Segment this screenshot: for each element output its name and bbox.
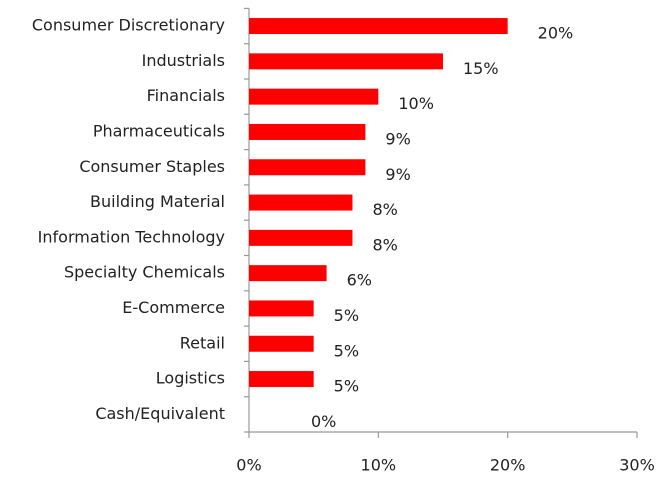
data-label: 5% xyxy=(334,377,359,396)
bar xyxy=(249,159,366,176)
bar xyxy=(249,194,353,211)
bar xyxy=(249,18,508,35)
data-label: 0% xyxy=(311,412,336,431)
y-tick-label: Information Technology xyxy=(38,227,225,246)
data-label: 8% xyxy=(372,235,397,254)
data-label: 15% xyxy=(463,59,499,78)
data-label: 10% xyxy=(398,94,434,113)
data-label: 20% xyxy=(538,24,574,43)
bar xyxy=(249,88,379,105)
y-tick-label: Consumer Staples xyxy=(79,157,225,176)
y-tick-label: Consumer Discretionary xyxy=(32,16,225,35)
data-label: 5% xyxy=(334,306,359,325)
y-tick-label: Logistics xyxy=(156,369,225,388)
data-label: 5% xyxy=(334,341,359,360)
data-label: 6% xyxy=(347,271,372,290)
bar xyxy=(249,335,314,352)
bar xyxy=(249,53,443,70)
data-label: 8% xyxy=(372,200,397,219)
bar xyxy=(249,265,327,282)
bar xyxy=(249,371,314,388)
y-tick-label: Financials xyxy=(147,86,225,105)
x-tick-label: 20% xyxy=(490,456,526,475)
bar xyxy=(249,229,353,246)
y-tick-label: Retail xyxy=(180,333,225,352)
y-tick-label: Cash/Equivalent xyxy=(95,404,225,423)
bar xyxy=(249,300,314,317)
y-tick-label: Pharmaceuticals xyxy=(93,121,225,140)
data-label: 9% xyxy=(385,129,410,148)
x-tick-label: 30% xyxy=(619,456,655,475)
y-tick-label: E-Commerce xyxy=(122,298,225,317)
data-label: 9% xyxy=(385,165,410,184)
y-tick-label: Specialty Chemicals xyxy=(64,263,225,282)
x-tick-label: 10% xyxy=(361,456,397,475)
bar xyxy=(249,123,366,140)
x-tick-label: 0% xyxy=(236,456,261,475)
y-tick-label: Industrials xyxy=(142,51,225,70)
y-tick-label: Building Material xyxy=(90,192,225,211)
